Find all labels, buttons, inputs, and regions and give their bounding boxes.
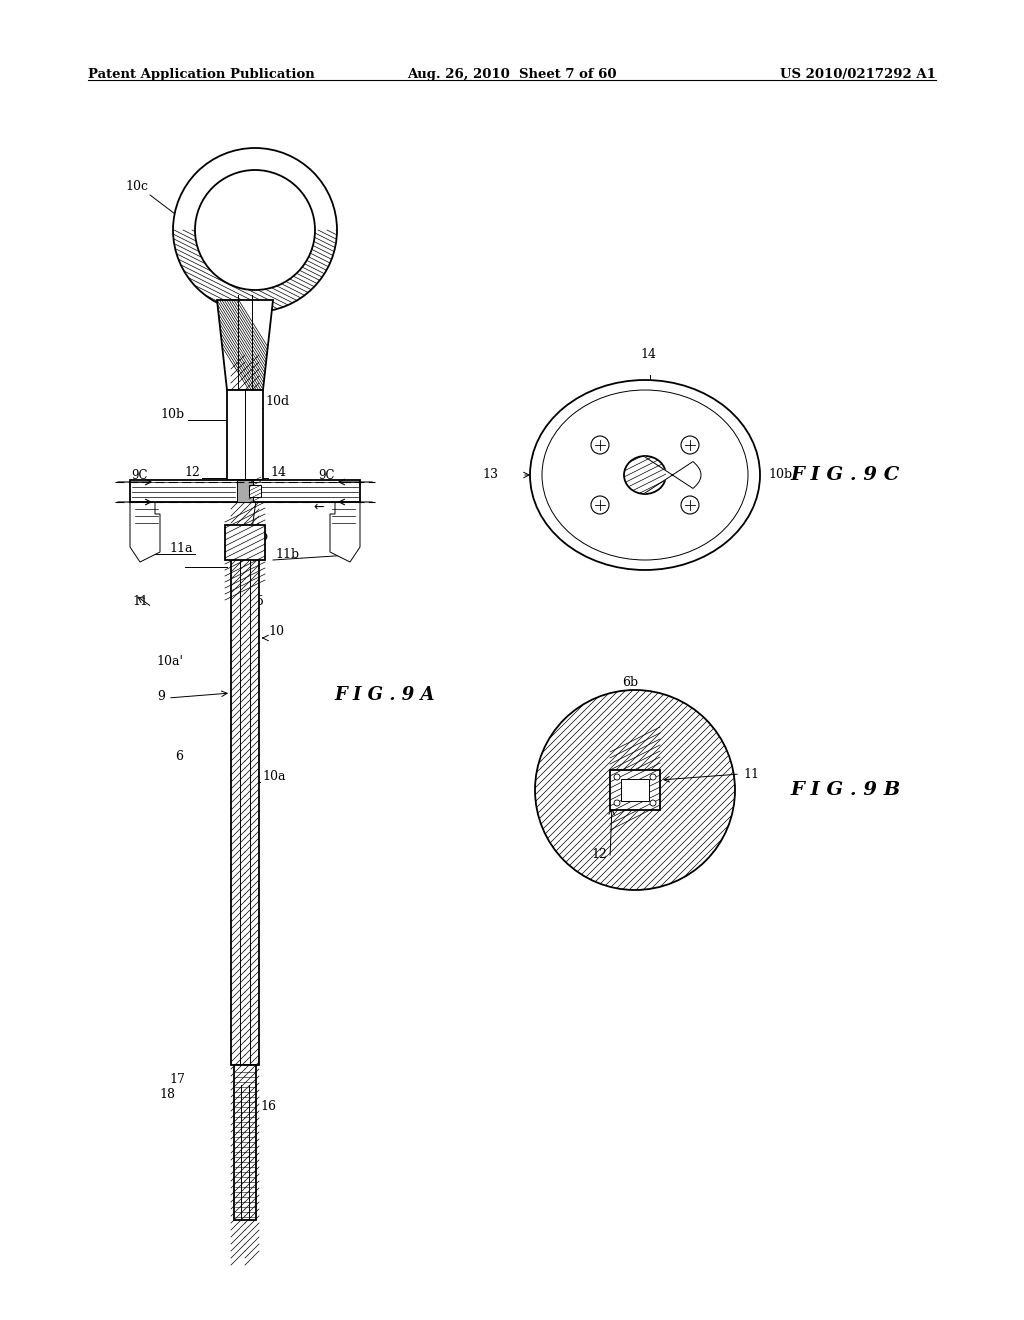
Bar — [227, 389, 263, 480]
Text: 14: 14 — [270, 466, 286, 479]
Bar — [130, 480, 360, 502]
Circle shape — [650, 800, 656, 807]
Bar — [237, 480, 253, 502]
Text: 12: 12 — [184, 466, 200, 479]
Text: Aug. 26, 2010  Sheet 7 of 60: Aug. 26, 2010 Sheet 7 of 60 — [408, 69, 616, 81]
Circle shape — [681, 496, 699, 513]
Text: 10a': 10a' — [156, 655, 183, 668]
Text: 15: 15 — [248, 595, 264, 609]
Text: 10c: 10c — [125, 180, 148, 193]
Ellipse shape — [624, 455, 666, 494]
Circle shape — [173, 148, 337, 312]
Text: 6b: 6b — [252, 531, 268, 543]
Text: 10b: 10b — [161, 408, 185, 421]
Text: F I G . 9 B: F I G . 9 B — [790, 781, 900, 799]
Text: 16: 16 — [260, 1100, 276, 1113]
Text: 17: 17 — [169, 1073, 185, 1086]
Bar — [621, 779, 649, 801]
Text: 11a: 11a — [170, 543, 193, 554]
Bar — [231, 407, 259, 418]
Text: 10b: 10b — [768, 469, 793, 482]
Circle shape — [591, 496, 609, 513]
Text: 9B: 9B — [132, 488, 148, 502]
Bar — [237, 389, 253, 411]
Text: 10a: 10a — [262, 770, 286, 783]
Text: 6: 6 — [175, 750, 183, 763]
Bar — [225, 525, 265, 560]
Text: Patent Application Publication: Patent Application Publication — [88, 69, 314, 81]
Circle shape — [681, 436, 699, 454]
Text: 6b: 6b — [622, 676, 638, 689]
Circle shape — [614, 774, 620, 780]
Text: ↓: ↓ — [137, 480, 148, 494]
Text: 11: 11 — [743, 768, 759, 781]
Circle shape — [591, 436, 609, 454]
Circle shape — [195, 170, 315, 290]
Bar — [231, 545, 259, 1065]
Polygon shape — [130, 502, 160, 562]
Circle shape — [614, 800, 620, 807]
Text: ←: ← — [313, 502, 324, 513]
Circle shape — [535, 690, 735, 890]
Ellipse shape — [542, 389, 748, 560]
Text: 11b: 11b — [275, 548, 299, 561]
Text: 13: 13 — [482, 469, 498, 482]
Polygon shape — [330, 502, 360, 562]
Bar — [610, 770, 660, 810]
Text: ↓: ↓ — [137, 502, 148, 513]
Text: US 2010/0217292 A1: US 2010/0217292 A1 — [780, 69, 936, 81]
Bar — [234, 1065, 256, 1220]
Bar — [249, 484, 261, 498]
Text: 10d: 10d — [265, 395, 289, 408]
Text: F I G . 9 A: F I G . 9 A — [335, 686, 435, 704]
Text: 9C: 9C — [318, 469, 335, 482]
Text: F I G . 9 C: F I G . 9 C — [790, 466, 899, 484]
Text: 12: 12 — [591, 847, 607, 861]
Text: ←: ← — [313, 480, 324, 494]
Text: 9B: 9B — [318, 488, 334, 502]
Text: 18: 18 — [159, 1088, 175, 1101]
Polygon shape — [645, 457, 701, 492]
Text: 9: 9 — [157, 690, 165, 704]
Text: 11: 11 — [132, 595, 148, 609]
Circle shape — [650, 774, 656, 780]
Ellipse shape — [530, 380, 760, 570]
Text: 14: 14 — [640, 348, 656, 360]
Polygon shape — [217, 300, 273, 389]
Text: 10: 10 — [268, 624, 284, 638]
Text: 9C: 9C — [131, 469, 148, 482]
